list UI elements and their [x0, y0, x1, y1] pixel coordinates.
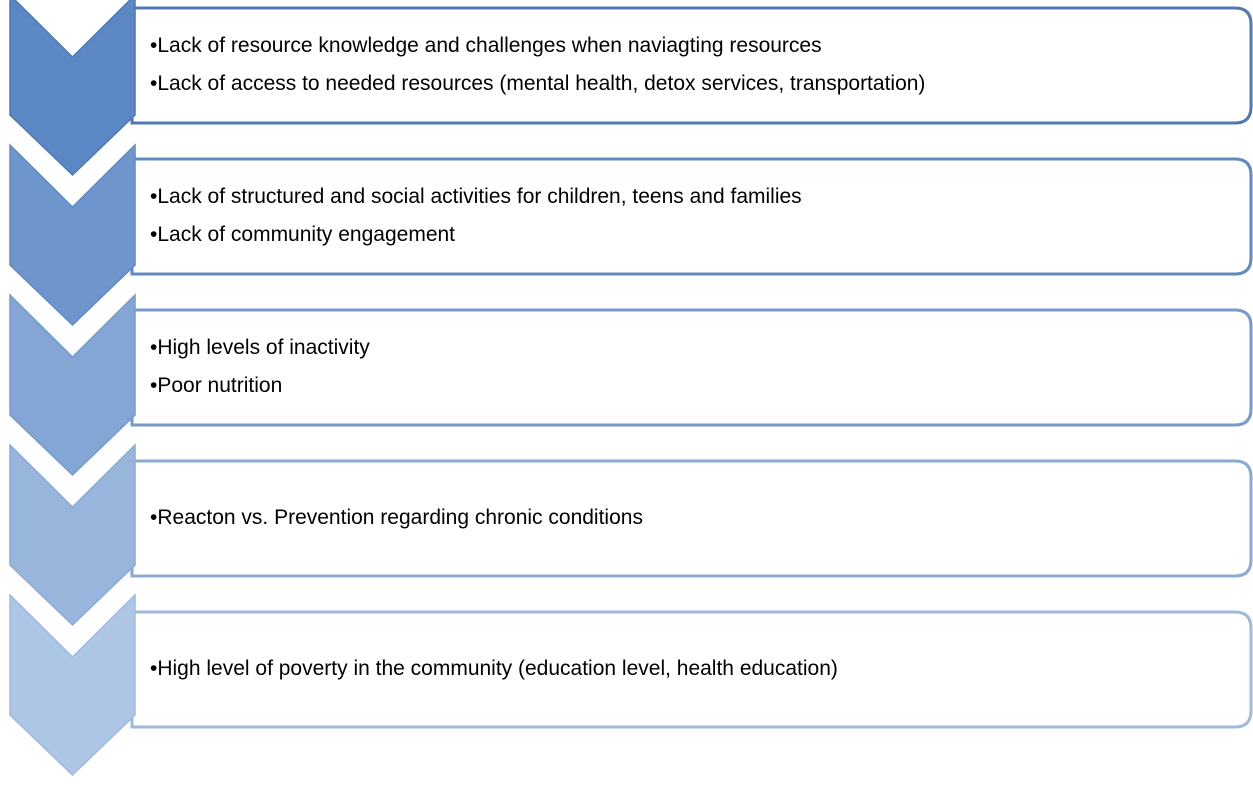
text-box — [130, 308, 1253, 427]
text-box — [130, 157, 1253, 276]
chevron — [9, 293, 136, 477]
text-box — [130, 6, 1253, 125]
bullet-text: •Lack of resource knowledge and challeng… — [150, 34, 822, 57]
bullet-text: •Poor nutrition — [150, 374, 282, 397]
text-box — [130, 610, 1253, 729]
bullet-text: •Lack of structured and social activitie… — [150, 185, 802, 208]
bullet-text: •Lack of access to needed resources (men… — [150, 72, 925, 95]
chevron — [9, 593, 136, 777]
bullet-text: •Lack of community engagement — [150, 223, 455, 246]
chevron — [9, 143, 136, 327]
text-box — [130, 459, 1253, 578]
chevron — [9, 0, 136, 177]
bullet-text: •High levels of inactivity — [150, 336, 370, 359]
chevron — [9, 443, 136, 627]
bullet-text: •Reacton vs. Prevention regarding chroni… — [150, 506, 643, 529]
bullet-text: •High level of poverty in the community … — [150, 657, 838, 680]
